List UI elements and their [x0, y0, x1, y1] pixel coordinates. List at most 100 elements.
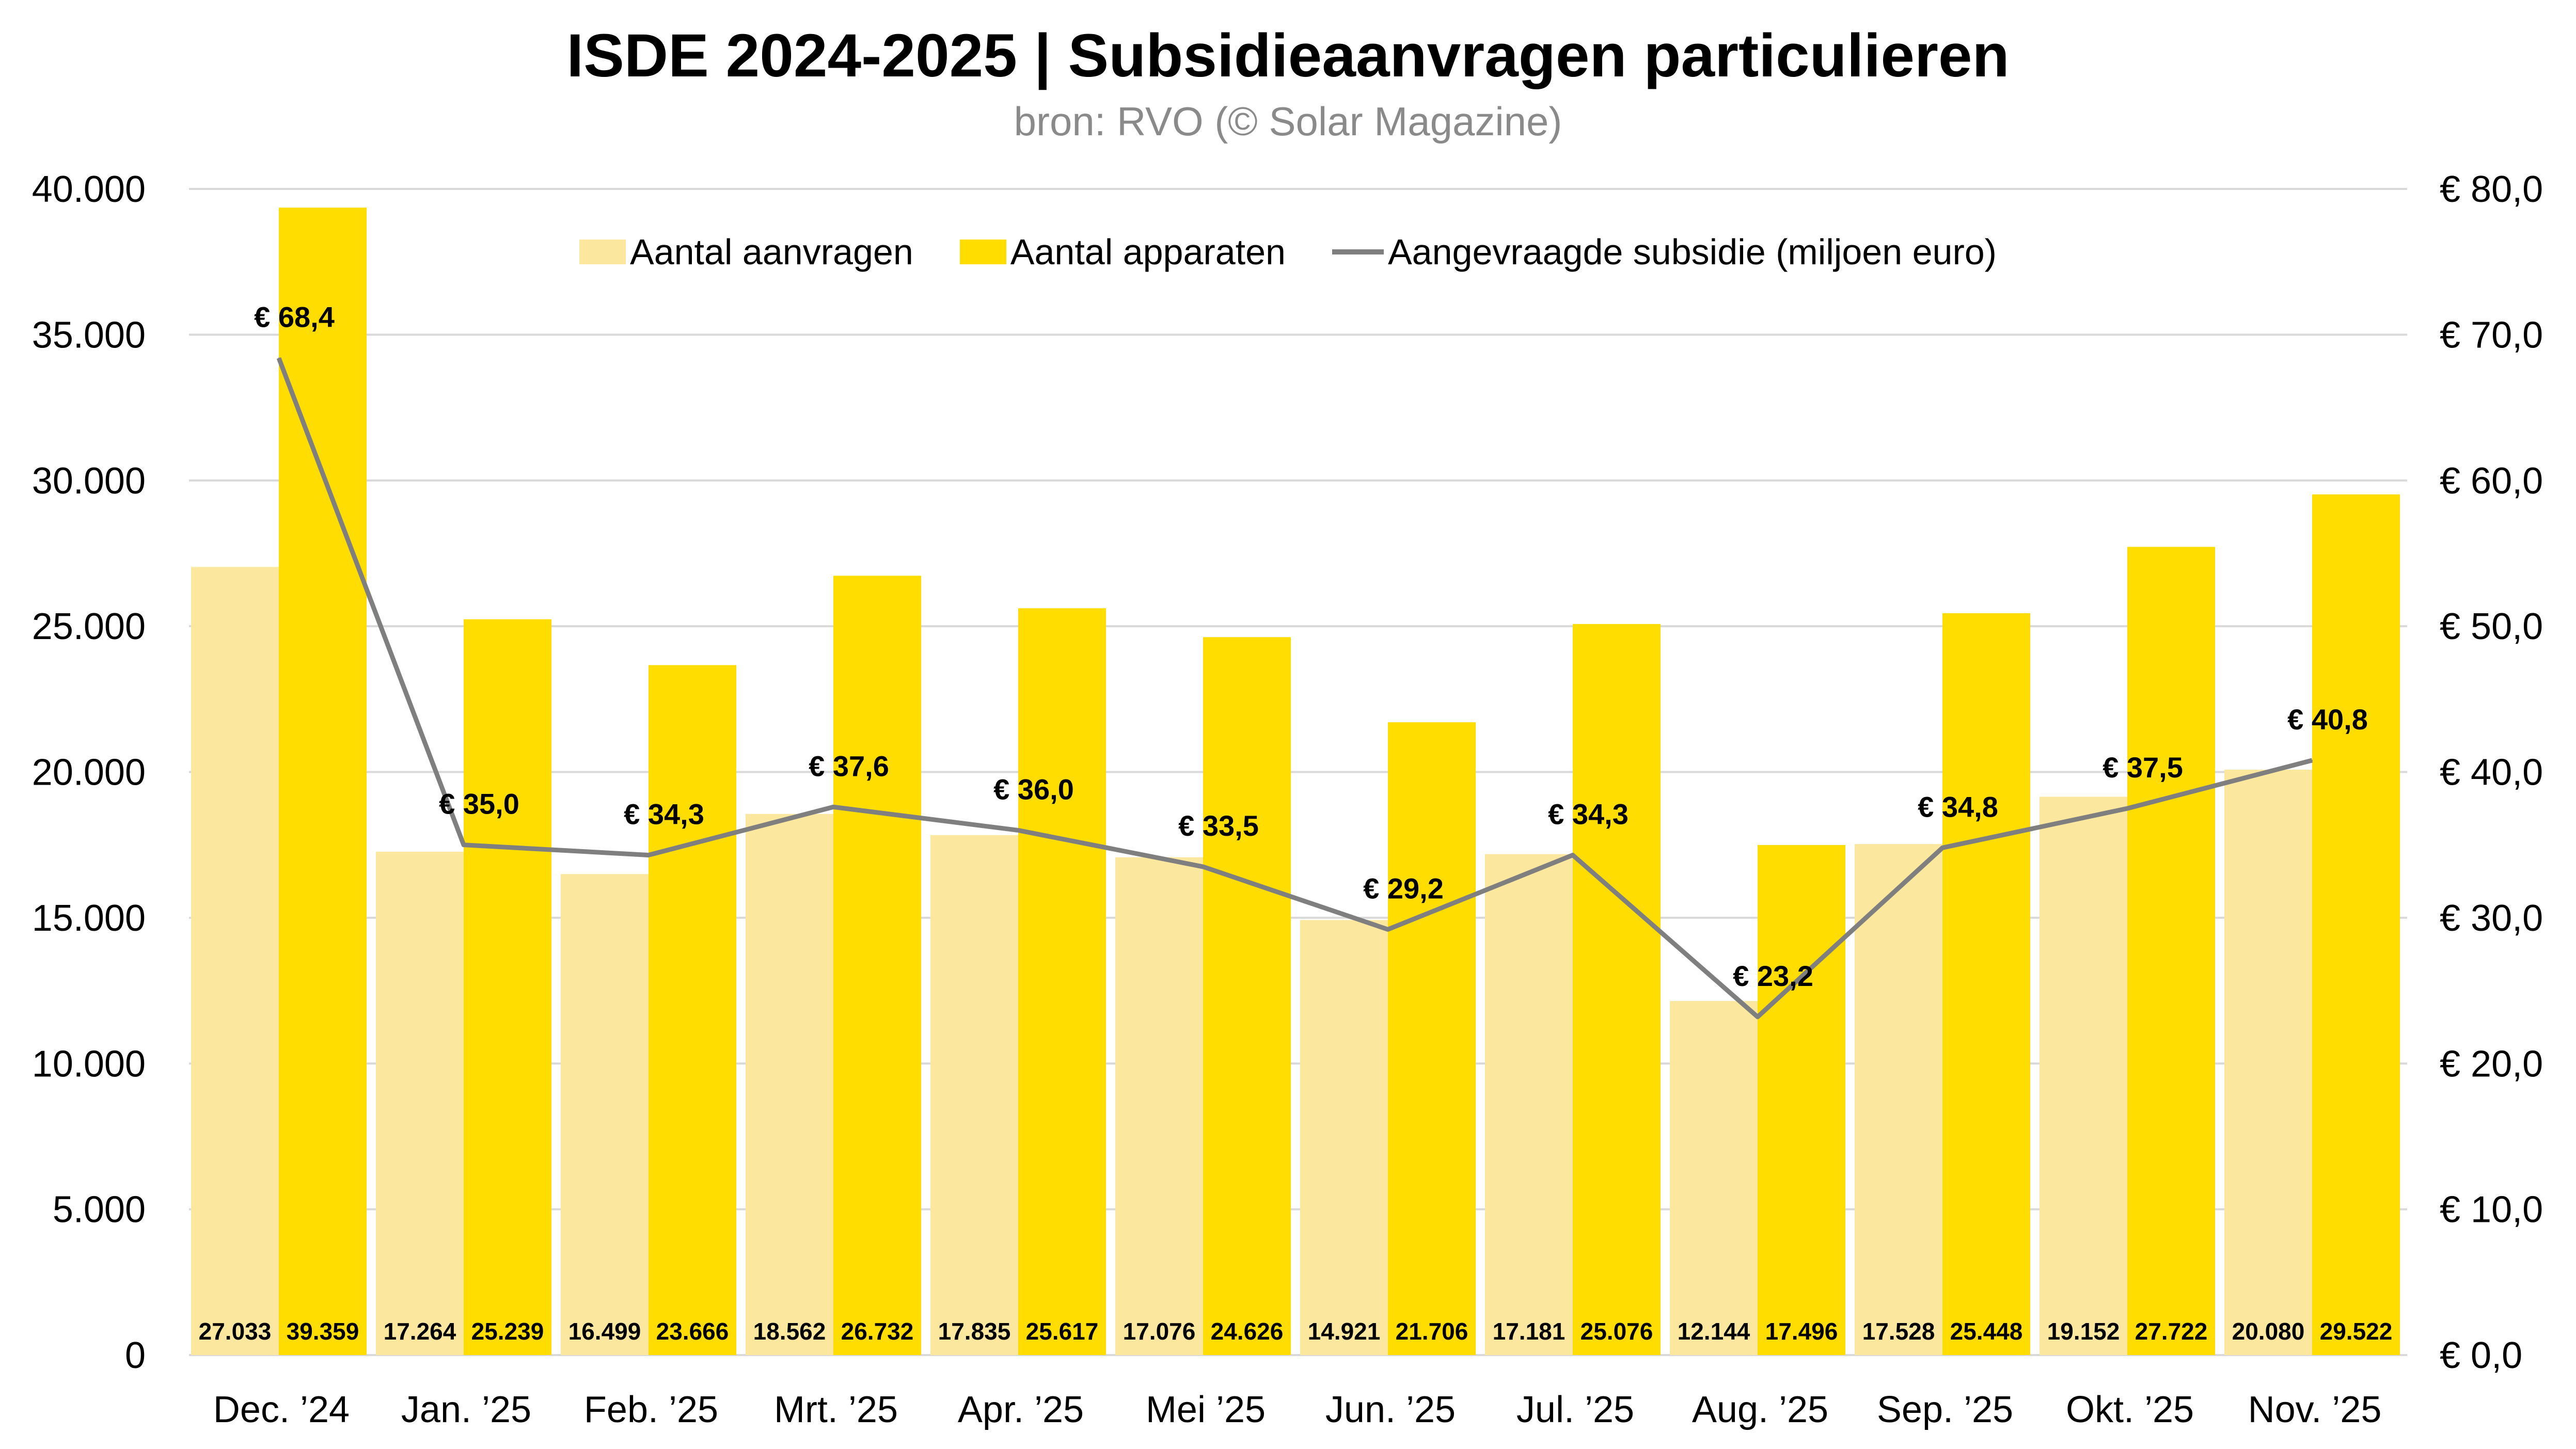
bar-label-aanvragen: 20.080 [2232, 1318, 2305, 1345]
subsidie-point [1387, 929, 1388, 930]
chart-subtitle: bron: RVO (© Solar Magazine) [1014, 99, 1562, 144]
legend-label: Aantal aanvragen [630, 232, 913, 272]
bar-label-apparaten: 29.522 [2320, 1318, 2393, 1345]
line-label-subsidie: € 23,2 [1733, 960, 1813, 992]
y-left-tick-label: 30.000 [32, 460, 146, 502]
bar-label-apparaten: 26.732 [841, 1318, 914, 1345]
y-right-tick-label: € 80,0 [2440, 169, 2543, 210]
x-tick-label: Nov. ’25 [2248, 1389, 2382, 1430]
gridlines [189, 188, 2407, 1356]
bar-apparaten [2312, 494, 2400, 1355]
line-label-subsidie: € 34,8 [1918, 790, 1998, 823]
bar-label-apparaten: 39.359 [287, 1318, 359, 1345]
subsidie-line [276, 357, 2313, 1020]
bar-label-aanvragen: 17.835 [938, 1318, 1011, 1345]
subsidie-point [1572, 854, 1573, 856]
x-tick-label: Aug. ’25 [1692, 1389, 1828, 1430]
legend-swatch-aanvragen [579, 240, 626, 264]
bar-label-apparaten: 25.448 [1950, 1318, 2023, 1345]
bar-label-aanvragen: 27.033 [199, 1318, 272, 1345]
bar-apparaten [1388, 722, 1476, 1355]
subsidie-point [1757, 1016, 1758, 1017]
line-label-subsidie: € 34,3 [624, 798, 704, 830]
bar-aanvragen [1115, 857, 1203, 1355]
y-left-tick-label: 40.000 [32, 169, 146, 210]
subsidie-point [278, 357, 279, 359]
y-right-tick-label: € 70,0 [2440, 314, 2543, 356]
bar-label-aanvragen: 17.181 [1493, 1318, 1566, 1345]
y-left-tick-label: 10.000 [32, 1043, 146, 1085]
legend-item-aanvragen: Aantal aanvragen [579, 231, 913, 273]
subsidie-point [2312, 759, 2313, 761]
subsidie-point [833, 806, 834, 808]
bar-apparaten [649, 665, 736, 1355]
bar-aanvragen [1670, 1001, 1758, 1355]
subsidie-point [1942, 847, 1943, 849]
bar-aanvragen [930, 835, 1018, 1355]
bar-apparaten [2127, 547, 2215, 1355]
line-label-subsidie: € 35,0 [439, 788, 519, 820]
x-tick-label: Mrt. ’25 [774, 1389, 898, 1430]
y-left-tick-label: 15.000 [32, 898, 146, 939]
x-tick-label: Apr. ’25 [958, 1389, 1084, 1430]
bar-apparaten [279, 208, 367, 1356]
bar-apparaten [1758, 845, 1845, 1355]
subsidie-line-path [276, 357, 2313, 1020]
line-label-subsidie: € 36,0 [993, 773, 1074, 805]
y-right-tick-label: € 50,0 [2440, 606, 2543, 647]
x-tick-label: Jun. ’25 [1325, 1389, 1456, 1430]
line-label-subsidie: € 37,5 [2103, 751, 2183, 784]
y-right-tick-label: € 0,0 [2440, 1335, 2522, 1376]
line-label-subsidie: € 34,3 [1548, 798, 1629, 830]
bar-apparaten [1018, 608, 1106, 1355]
subsidie-point [2127, 808, 2128, 809]
y-right-tick-label: € 60,0 [2440, 460, 2543, 502]
bar-aanvragen [2040, 797, 2127, 1355]
subsidie-point [648, 854, 649, 856]
data-labels: 27.033 39.359 17.264 25.239 16.499 23.666 18.5… [199, 301, 2393, 1345]
bar-aanvragen [746, 814, 833, 1355]
bar-label-aanvragen: 17.076 [1123, 1318, 1196, 1345]
bar-aanvragen [1855, 844, 1942, 1355]
bar-label-apparaten: 27.722 [2135, 1318, 2208, 1345]
y-left-tick-label: 25.000 [32, 606, 146, 647]
bar-aanvragen [1300, 920, 1388, 1355]
bar-apparaten [1942, 613, 2030, 1355]
bar-label-aanvragen: 14.921 [1308, 1318, 1381, 1345]
legend-label: Aangevraagde subsidie (miljoen euro) [1387, 232, 1997, 272]
bar-label-aanvragen: 16.499 [568, 1318, 641, 1345]
x-tick-label: Jan. ’25 [401, 1389, 531, 1430]
bar-label-aanvragen: 17.264 [384, 1318, 456, 1345]
subsidie-point [1018, 830, 1019, 831]
bar-aanvragen [2224, 769, 2312, 1355]
line-label-subsidie: € 68,4 [254, 301, 335, 333]
bars [191, 208, 2400, 1356]
x-tick-label: Sep. ’25 [1877, 1389, 2013, 1430]
bar-label-apparaten: 21.706 [1396, 1318, 1468, 1345]
bar-label-apparaten: 24.626 [1211, 1318, 1284, 1345]
bar-aanvragen [561, 874, 649, 1355]
x-tick-label: Jul. ’25 [1516, 1389, 1634, 1430]
bar-apparaten [464, 619, 551, 1355]
y-right-tick-label: € 10,0 [2440, 1189, 2543, 1231]
line-label-subsidie: € 37,6 [809, 750, 889, 782]
legend-swatch-apparaten [959, 240, 1006, 264]
y-right-tick-label: € 20,0 [2440, 1043, 2543, 1085]
bar-label-apparaten: 17.496 [1765, 1318, 1838, 1345]
bar-apparaten [1573, 624, 1661, 1355]
bar-label-apparaten: 25.076 [1581, 1318, 1653, 1345]
axis-ticks: 0 € 0,0 5.000 € 10,0 10.000 € 20,0 15.000 € 30,… [32, 169, 2543, 1430]
y-left-tick-label: 0 [125, 1335, 146, 1376]
y-left-tick-label: 5.000 [53, 1189, 146, 1231]
bar-aanvragen [376, 852, 464, 1355]
line-label-subsidie: € 29,2 [1363, 872, 1444, 904]
x-tick-label: Dec. ’24 [213, 1389, 350, 1430]
bar-aanvragen [191, 567, 279, 1355]
x-tick-label: Mei ’25 [1146, 1389, 1266, 1430]
bar-label-apparaten: 25.239 [471, 1318, 544, 1345]
x-tick-label: Feb. ’25 [584, 1389, 718, 1430]
line-label-subsidie: € 33,5 [1178, 809, 1259, 842]
line-label-subsidie: € 40,8 [2287, 703, 2368, 736]
legend-item-apparaten: Aantal apparaten [959, 231, 1286, 273]
